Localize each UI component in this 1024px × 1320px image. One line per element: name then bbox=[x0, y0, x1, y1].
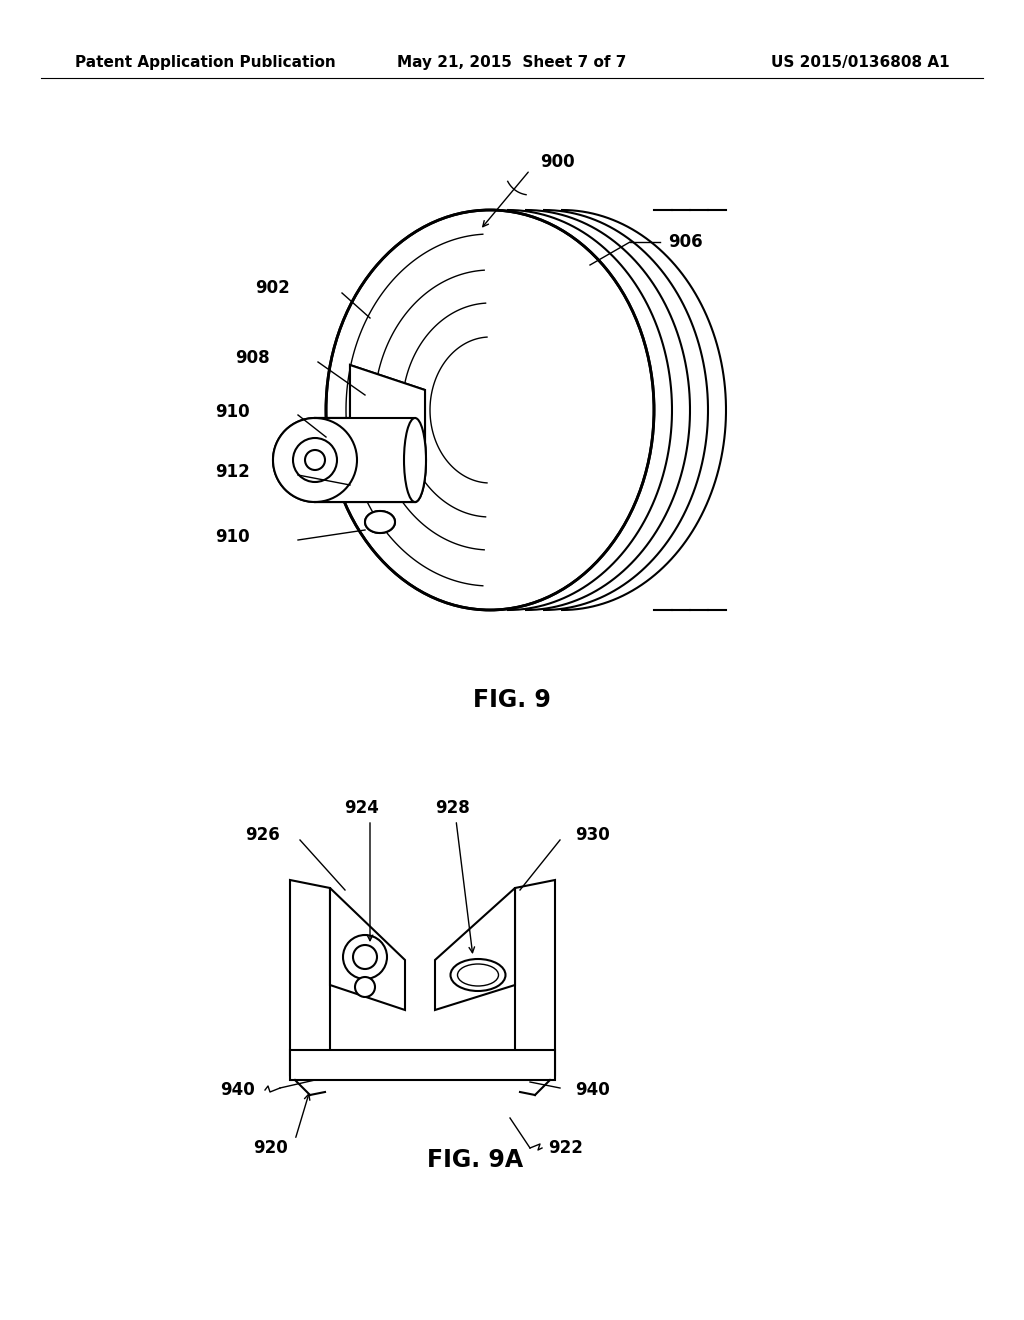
Text: FIG. 9A: FIG. 9A bbox=[427, 1148, 523, 1172]
Polygon shape bbox=[330, 888, 406, 1010]
Text: 910: 910 bbox=[215, 403, 250, 421]
Text: 902: 902 bbox=[255, 279, 290, 297]
Ellipse shape bbox=[458, 964, 499, 986]
Circle shape bbox=[305, 450, 325, 470]
Polygon shape bbox=[350, 366, 425, 495]
Text: 922: 922 bbox=[548, 1139, 583, 1158]
Circle shape bbox=[305, 450, 325, 470]
Ellipse shape bbox=[451, 960, 506, 991]
Text: 906: 906 bbox=[668, 234, 702, 251]
Text: US 2015/0136808 A1: US 2015/0136808 A1 bbox=[771, 54, 950, 70]
Text: 920: 920 bbox=[253, 1139, 288, 1158]
Text: 908: 908 bbox=[236, 348, 270, 367]
Ellipse shape bbox=[404, 418, 426, 502]
Circle shape bbox=[353, 945, 377, 969]
Circle shape bbox=[373, 515, 387, 529]
Circle shape bbox=[273, 418, 357, 502]
Text: 910: 910 bbox=[215, 528, 250, 546]
Circle shape bbox=[273, 418, 357, 502]
Text: 912: 912 bbox=[215, 463, 250, 480]
Ellipse shape bbox=[404, 418, 426, 502]
Polygon shape bbox=[315, 418, 415, 502]
Text: FIG. 9: FIG. 9 bbox=[473, 688, 551, 711]
Polygon shape bbox=[515, 880, 555, 1074]
Ellipse shape bbox=[326, 210, 654, 610]
Ellipse shape bbox=[365, 511, 395, 533]
Text: 926: 926 bbox=[246, 826, 280, 843]
Circle shape bbox=[293, 438, 337, 482]
Text: 900: 900 bbox=[540, 153, 574, 172]
Ellipse shape bbox=[365, 511, 395, 533]
Text: 930: 930 bbox=[575, 826, 609, 843]
Polygon shape bbox=[435, 888, 515, 1010]
Circle shape bbox=[355, 977, 375, 997]
Text: 924: 924 bbox=[344, 799, 380, 817]
Circle shape bbox=[293, 438, 337, 482]
Text: 940: 940 bbox=[220, 1081, 255, 1100]
Circle shape bbox=[343, 935, 387, 979]
Polygon shape bbox=[290, 1049, 555, 1080]
Ellipse shape bbox=[328, 213, 652, 609]
Text: 928: 928 bbox=[434, 799, 469, 817]
Polygon shape bbox=[290, 880, 330, 1074]
Text: Patent Application Publication: Patent Application Publication bbox=[75, 54, 336, 70]
Text: May 21, 2015  Sheet 7 of 7: May 21, 2015 Sheet 7 of 7 bbox=[397, 54, 627, 70]
Text: 940: 940 bbox=[575, 1081, 609, 1100]
Polygon shape bbox=[350, 366, 425, 495]
